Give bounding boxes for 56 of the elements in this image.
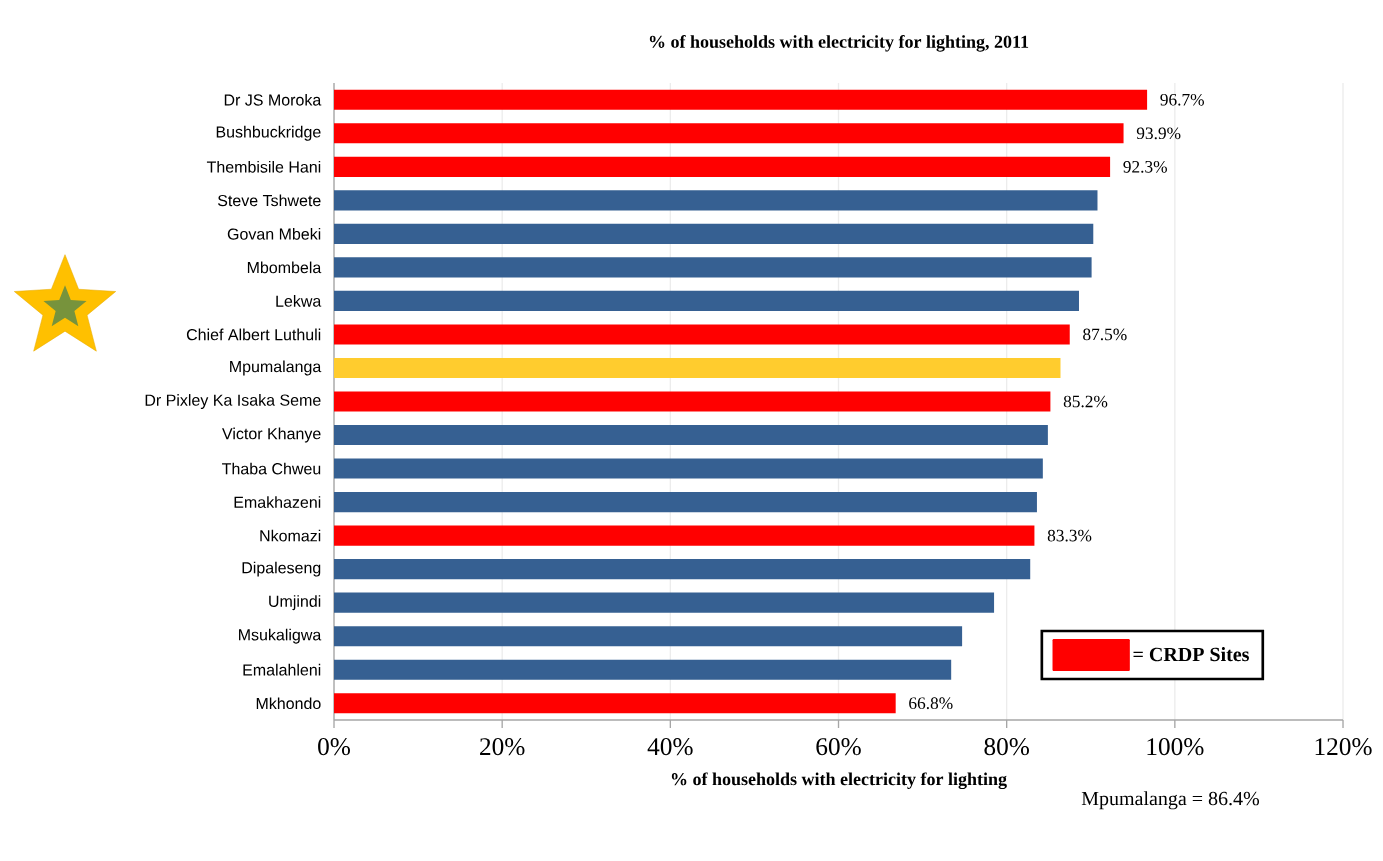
bar xyxy=(334,290,1079,311)
legend-label: = CRDP Sites xyxy=(1133,647,1249,662)
y-tick-label: Msukaligwa xyxy=(239,628,322,644)
bar xyxy=(334,391,1051,412)
bar xyxy=(334,525,1035,546)
y-tick-label: Thaba Chweu xyxy=(222,462,321,475)
bar xyxy=(334,424,1048,446)
y-tick-label: Emalahleni xyxy=(243,663,321,676)
data-label: 83.3% xyxy=(1047,529,1092,542)
y-tick-label: Govan Mbeki xyxy=(227,228,321,240)
bar xyxy=(334,257,1092,278)
x-tick-label: 100% xyxy=(1147,738,1204,756)
bar xyxy=(334,659,952,680)
bar xyxy=(334,123,1124,144)
y-tick-label: Umjindi xyxy=(269,595,321,611)
x-tick-label: 60% xyxy=(816,738,861,756)
data-label: 93.9% xyxy=(1136,127,1181,140)
bar xyxy=(334,324,1070,345)
chart-title: % of households with electricity for lighting, 2011 xyxy=(649,34,1029,52)
bar xyxy=(334,492,1037,513)
x-tick-label: 80% xyxy=(984,738,1030,756)
x-tick-label: 40% xyxy=(647,738,693,756)
bar xyxy=(334,559,1031,580)
y-tick-label: Chief Albert Luthuli xyxy=(186,328,321,341)
y-tick-label: Dr JS Moroka xyxy=(224,93,322,106)
y-tick-label: Thembisile Hani xyxy=(206,160,321,173)
bar xyxy=(334,223,1094,244)
y-tick-label: Dr Pixley Ka Isaka Seme xyxy=(145,394,321,409)
y-tick-label: Bushbuckridge xyxy=(216,125,321,141)
y-tick-label: Mbombela xyxy=(247,261,322,274)
bar xyxy=(334,190,1098,211)
x-tick-label: 0% xyxy=(318,738,351,756)
bar xyxy=(334,357,1061,379)
bar xyxy=(334,458,1043,479)
x-tick-label: 120% xyxy=(1315,738,1372,756)
data-label: 66.8% xyxy=(909,697,953,710)
y-tick-label: Lekwa xyxy=(276,295,322,307)
y-tick-label: Dipaleseng xyxy=(242,561,321,577)
y-tick-label: Nkomazi xyxy=(260,529,321,542)
bar xyxy=(334,693,896,714)
x-axis-title: % of households with electricity for lighting xyxy=(671,772,1007,790)
bar xyxy=(334,156,1111,177)
y-tick-label: Mpumalanga xyxy=(230,360,322,376)
data-label: 96.7% xyxy=(1160,93,1204,106)
y-tick-label: Victor Khanye xyxy=(222,427,321,443)
bar xyxy=(334,626,963,647)
y-tick-label: Emakhazeni xyxy=(234,496,321,508)
data-label: 85.2% xyxy=(1063,395,1108,408)
x-tick-label: 20% xyxy=(480,738,525,756)
bar xyxy=(334,592,995,613)
bar xyxy=(334,89,1148,110)
y-tick-label: Mkhondo xyxy=(256,697,321,710)
data-label: 87.5% xyxy=(1083,328,1127,341)
y-tick-label: Steve Tshwete xyxy=(217,194,321,207)
data-label: 92.3% xyxy=(1123,160,1167,173)
text: Mpumalanga = 86.4% xyxy=(1081,791,1260,810)
